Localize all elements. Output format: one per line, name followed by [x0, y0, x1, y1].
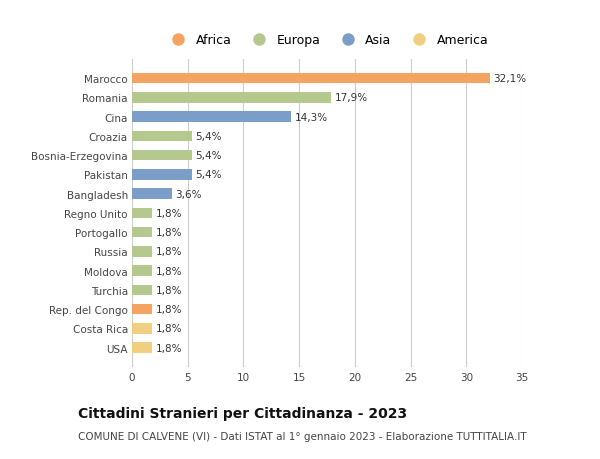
- Text: COMUNE DI CALVENE (VI) - Dati ISTAT al 1° gennaio 2023 - Elaborazione TUTTITALIA: COMUNE DI CALVENE (VI) - Dati ISTAT al 1…: [78, 431, 527, 442]
- Text: 1,8%: 1,8%: [155, 247, 182, 257]
- Bar: [132, 285, 152, 296]
- Bar: [132, 131, 192, 142]
- Text: 1,8%: 1,8%: [155, 324, 182, 334]
- Bar: [132, 343, 152, 353]
- Text: 14,3%: 14,3%: [295, 112, 328, 123]
- Text: 5,4%: 5,4%: [196, 170, 222, 180]
- Text: 1,8%: 1,8%: [155, 266, 182, 276]
- Text: 1,8%: 1,8%: [155, 304, 182, 314]
- Text: 5,4%: 5,4%: [196, 132, 222, 141]
- Text: 1,8%: 1,8%: [155, 228, 182, 238]
- Bar: [132, 246, 152, 257]
- Bar: [132, 189, 172, 200]
- Bar: [132, 93, 331, 103]
- Bar: [132, 112, 292, 123]
- Text: 17,9%: 17,9%: [335, 93, 368, 103]
- Bar: [132, 208, 152, 219]
- Bar: [132, 266, 152, 276]
- Text: 32,1%: 32,1%: [493, 74, 526, 84]
- Text: Cittadini Stranieri per Cittadinanza - 2023: Cittadini Stranieri per Cittadinanza - 2…: [78, 406, 407, 420]
- Bar: [132, 73, 490, 84]
- Text: 1,8%: 1,8%: [155, 343, 182, 353]
- Bar: [132, 151, 192, 161]
- Legend: Africa, Europa, Asia, America: Africa, Europa, Asia, America: [161, 29, 493, 52]
- Text: 3,6%: 3,6%: [175, 189, 202, 199]
- Text: 1,8%: 1,8%: [155, 285, 182, 295]
- Text: 1,8%: 1,8%: [155, 208, 182, 218]
- Bar: [132, 170, 192, 180]
- Bar: [132, 324, 152, 334]
- Bar: [132, 304, 152, 315]
- Bar: [132, 227, 152, 238]
- Text: 5,4%: 5,4%: [196, 151, 222, 161]
